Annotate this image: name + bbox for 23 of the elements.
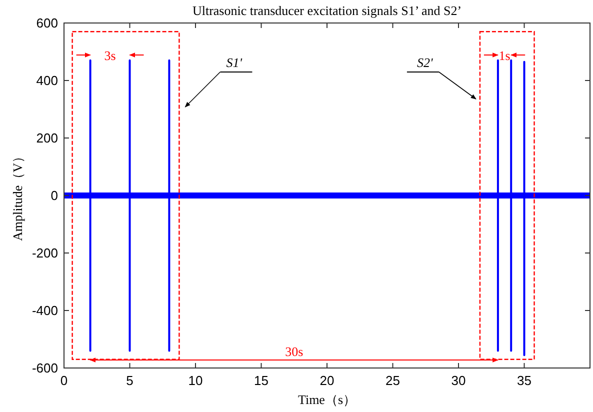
x-tick-label: 30 <box>451 373 466 388</box>
annotation: 1s <box>498 48 510 63</box>
chart-title: Ultrasonic transducer excitation signals S1’ and S2’ <box>192 3 462 18</box>
annotation: S1' <box>226 55 242 70</box>
annotation: 3s <box>104 48 116 63</box>
x-tick-label: 5 <box>126 373 134 388</box>
x-tick-label: 0 <box>60 373 68 388</box>
y-tick-label: 0 <box>50 188 58 203</box>
annotation: S2' <box>417 55 434 70</box>
x-tick-label: 15 <box>254 373 268 388</box>
y-axis-title: Amplitude（V） <box>10 150 25 241</box>
y-tick-label: 600 <box>36 16 58 30</box>
x-tick-label: 20 <box>320 373 334 388</box>
y-tick-label: -400 <box>32 303 58 318</box>
annotation: 30s <box>285 344 304 359</box>
x-tick-label: 10 <box>188 373 203 388</box>
y-tick-label: 200 <box>36 130 58 146</box>
y-tick-label: 400 <box>36 73 58 88</box>
x-tick-label: 35 <box>517 373 532 388</box>
x-tick-label: 25 <box>386 373 400 388</box>
y-tick-label: -600 <box>32 360 58 376</box>
y-tick-label: -200 <box>32 246 58 260</box>
x-axis-title: Time（s） <box>298 392 356 407</box>
